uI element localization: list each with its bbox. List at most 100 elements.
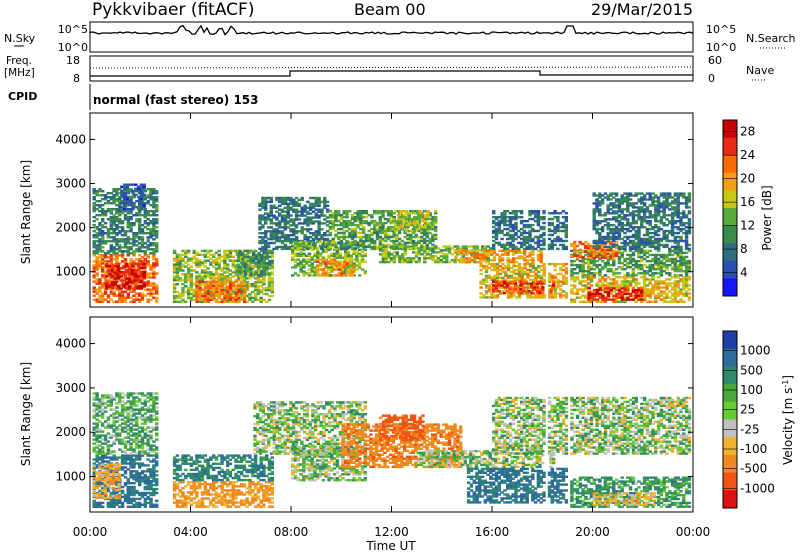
power-cell xyxy=(575,292,580,295)
power-cell xyxy=(217,267,221,270)
power-cell xyxy=(490,292,494,295)
power-cell xyxy=(679,300,683,303)
power-cell xyxy=(92,210,96,213)
power-cell xyxy=(384,229,388,233)
power-cell xyxy=(414,255,419,258)
power-cell xyxy=(506,231,510,235)
power-cell xyxy=(431,237,435,241)
power-cell xyxy=(640,249,644,253)
power-cell xyxy=(101,230,105,233)
power-cell xyxy=(258,208,262,211)
power-cell xyxy=(525,235,529,239)
power-cell xyxy=(92,204,96,207)
power-cell xyxy=(603,284,608,287)
power-cell xyxy=(515,276,519,279)
power-cell xyxy=(428,217,432,221)
power-cell xyxy=(509,270,513,274)
power-cell xyxy=(589,272,594,275)
power-cell xyxy=(511,291,515,295)
power-cell xyxy=(146,224,150,227)
power-cell xyxy=(620,296,624,299)
power-cell xyxy=(278,226,282,229)
power-cell xyxy=(294,204,299,207)
power-cell xyxy=(640,259,644,263)
power-cell xyxy=(223,279,227,282)
power-cell xyxy=(495,270,500,274)
power-cell xyxy=(503,219,507,223)
power-cell xyxy=(120,238,125,241)
power-cell xyxy=(654,300,658,303)
power-cell xyxy=(220,290,225,293)
power-cell xyxy=(614,276,619,279)
power-cell xyxy=(146,232,150,235)
power-cell xyxy=(487,262,491,266)
power-cell xyxy=(417,257,421,260)
power-cell xyxy=(436,247,441,250)
power-cell xyxy=(239,277,244,280)
power-cell xyxy=(122,197,127,201)
power-cell xyxy=(511,247,515,251)
power-cell xyxy=(617,286,622,289)
power-cell xyxy=(410,222,414,225)
power-cell xyxy=(223,282,227,285)
power-cell xyxy=(112,220,116,223)
power-cell xyxy=(172,263,177,266)
power-cell xyxy=(434,251,438,254)
power-cell xyxy=(175,265,180,268)
power-cell xyxy=(397,241,402,245)
power-cell xyxy=(303,220,307,223)
power-cell xyxy=(525,225,529,229)
power-cell xyxy=(119,287,123,290)
power-cell xyxy=(101,236,105,239)
power-cell xyxy=(330,270,334,273)
power-cell xyxy=(189,275,194,278)
power-cell xyxy=(645,272,650,275)
power-cell xyxy=(381,243,385,247)
power-cell xyxy=(172,294,177,298)
power-cell xyxy=(270,255,274,258)
power-cell xyxy=(598,294,602,297)
power-cell xyxy=(553,239,557,243)
power-cell xyxy=(481,251,486,254)
power-cell xyxy=(262,272,267,275)
power-cell xyxy=(387,245,391,248)
power-cell xyxy=(101,282,105,285)
power-cell xyxy=(112,188,116,191)
power-cell xyxy=(248,296,252,300)
power-cell xyxy=(397,216,402,219)
power-cell xyxy=(126,292,130,295)
power-cell xyxy=(184,290,188,294)
power-cell xyxy=(123,246,128,249)
power-cell xyxy=(155,242,159,245)
power-cell xyxy=(143,288,147,291)
power-cell xyxy=(345,245,349,249)
power-cell xyxy=(189,283,194,286)
power-cell xyxy=(261,204,265,207)
power-cell xyxy=(118,218,122,221)
power-cell xyxy=(266,212,271,215)
power-cell xyxy=(140,236,145,239)
power-cell xyxy=(135,296,139,299)
power-cell xyxy=(684,292,689,295)
power-cell xyxy=(283,222,288,225)
power-cell xyxy=(392,259,397,262)
power-cell xyxy=(317,224,321,227)
power-cell xyxy=(508,229,513,233)
power-cell xyxy=(142,267,146,270)
power-cell xyxy=(606,263,610,267)
power-cell xyxy=(294,224,299,227)
power-cell xyxy=(181,283,185,286)
power-cell xyxy=(125,189,130,193)
power-cell xyxy=(307,260,312,263)
power-cell xyxy=(612,263,616,267)
power-cell xyxy=(522,235,527,239)
power-cell xyxy=(519,237,524,241)
power-cell xyxy=(206,251,210,254)
power-cell xyxy=(103,232,108,235)
power-cell xyxy=(280,198,285,202)
power-cell xyxy=(575,296,580,299)
power-cell xyxy=(101,246,105,249)
power-cell xyxy=(614,286,619,289)
power-cell xyxy=(92,250,96,253)
power-cell xyxy=(155,222,159,225)
